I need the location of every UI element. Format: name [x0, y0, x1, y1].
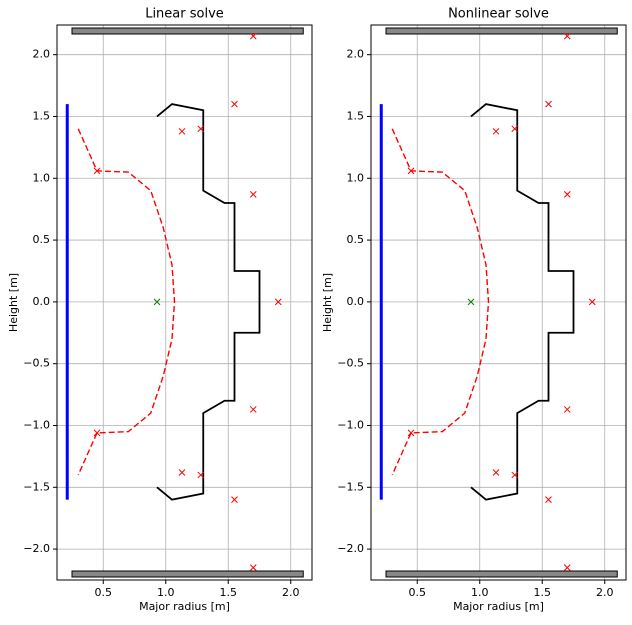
vessel-top	[385, 27, 618, 35]
axes-frame	[370, 24, 627, 581]
x-point	[492, 469, 500, 476]
x-point	[545, 100, 552, 108]
limiter	[470, 103, 575, 501]
subplot: 0.5 1.0 1.5 2.0 −2.0 −1.5 −1.0 −0.5 0.0 0.5 1.0 1.5…	[7, 7, 313, 613]
subplot-title: Linear solve	[145, 7, 224, 22]
x-axis-label: Major radius [m]	[453, 600, 544, 613]
x-tick-label: 2.0	[282, 586, 300, 599]
separatrix	[77, 128, 176, 476]
vessel-bottom	[71, 570, 304, 578]
subplot-title: Nonlinear solve	[448, 7, 549, 22]
x-point	[197, 125, 205, 133]
x-point	[249, 32, 257, 40]
x-point	[511, 471, 519, 479]
y-tick-label: −2.0	[337, 542, 364, 555]
x-point	[231, 496, 238, 504]
limiter	[156, 103, 261, 501]
y-tick-label: 0.5	[33, 233, 51, 246]
y-tick-label: −2.0	[23, 542, 50, 555]
x-point	[563, 190, 571, 198]
x-point	[545, 496, 552, 504]
x-tick-label: 0.5	[95, 586, 113, 599]
vessel-bottom	[385, 570, 618, 578]
y-axis-label: Height [m]	[321, 273, 334, 332]
y-tick-label: 0.0	[33, 295, 51, 308]
x-point	[249, 190, 257, 198]
axes-frame	[56, 24, 313, 581]
y-tick-label: −1.5	[337, 480, 364, 493]
x-point	[231, 100, 238, 108]
x-point	[274, 298, 282, 306]
y-tick-label: 2.0	[33, 48, 51, 61]
y-tick-label: 1.0	[347, 171, 365, 184]
x-point	[93, 167, 101, 175]
y-tick-label: 2.0	[347, 48, 365, 61]
x-point	[197, 471, 205, 479]
x-tick-label: 1.5	[220, 586, 238, 599]
x-tick-label: 2.0	[596, 586, 614, 599]
x-point	[178, 469, 186, 476]
y-tick-label: 0.5	[347, 233, 365, 246]
o-point	[153, 298, 161, 306]
x-tick-label: 1.5	[534, 586, 552, 599]
y-axis-label: Height [m]	[7, 273, 20, 332]
x-point	[588, 298, 596, 306]
y-tick-label: 1.5	[33, 109, 51, 122]
y-tick-label: 1.5	[347, 109, 365, 122]
y-tick-label: 1.0	[33, 171, 51, 184]
x-point	[563, 406, 571, 413]
x-point	[511, 125, 519, 133]
o-point	[467, 298, 475, 306]
y-tick-label: −0.5	[337, 357, 364, 370]
x-point	[93, 429, 101, 437]
central-column	[379, 104, 383, 500]
x-point	[563, 32, 571, 40]
x-tick-label: 1.0	[471, 586, 489, 599]
vessel-top	[71, 27, 304, 35]
y-tick-label: −1.5	[23, 480, 50, 493]
y-tick-label: −1.0	[337, 418, 364, 431]
x-point	[407, 429, 415, 437]
subplot: 0.5 1.0 1.5 2.0 −2.0 −1.5 −1.0 −0.5 0.0 0.5 1.0 1.5…	[321, 7, 627, 613]
x-point	[563, 564, 571, 571]
x-axis-label: Major radius [m]	[139, 600, 230, 613]
y-tick-label: −0.5	[23, 357, 50, 370]
separatrix	[391, 128, 490, 476]
x-point	[407, 167, 415, 175]
y-tick-label: 0.0	[347, 295, 365, 308]
plot-area	[379, 27, 618, 578]
central-column	[65, 104, 69, 500]
x-tick-label: 0.5	[409, 586, 427, 599]
y-tick-label: −1.0	[23, 418, 50, 431]
x-point	[249, 564, 257, 571]
x-point	[492, 127, 500, 135]
x-point	[249, 406, 257, 413]
plot-area	[65, 27, 304, 578]
x-tick-label: 1.0	[157, 586, 175, 599]
x-point	[178, 127, 186, 135]
